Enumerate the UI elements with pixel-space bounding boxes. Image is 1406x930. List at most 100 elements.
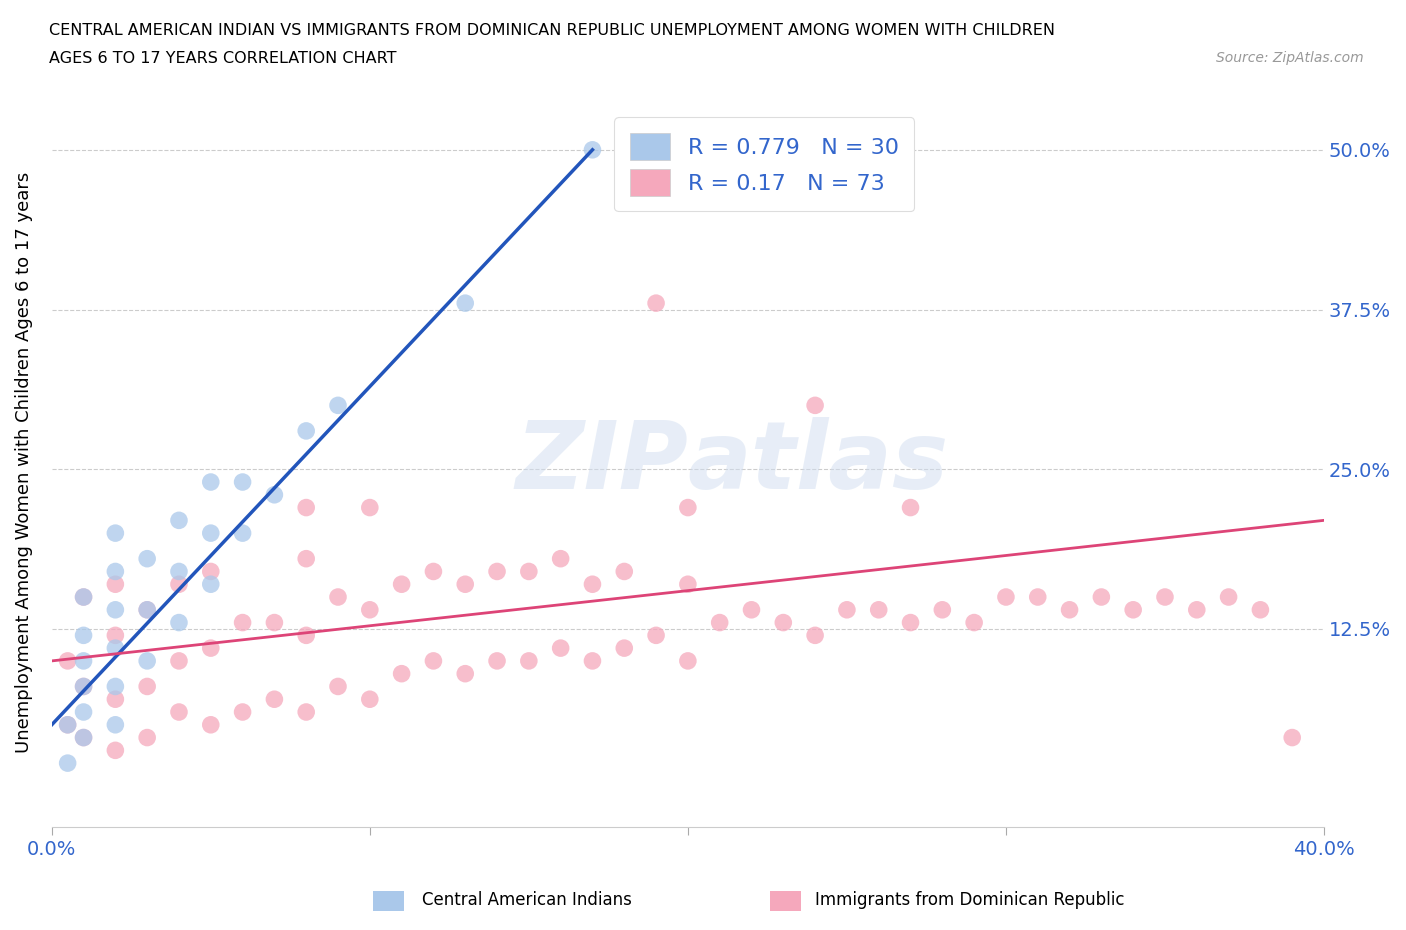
Point xyxy=(931,603,953,618)
Point xyxy=(167,513,190,528)
Point xyxy=(422,654,444,669)
Point xyxy=(517,564,540,578)
Point xyxy=(104,564,127,578)
Point xyxy=(136,730,159,745)
Point xyxy=(1026,590,1049,604)
Point xyxy=(517,654,540,669)
Point xyxy=(772,615,794,630)
Point xyxy=(104,717,127,732)
Point xyxy=(454,296,477,311)
Point xyxy=(232,474,254,489)
Point xyxy=(359,500,381,515)
Point xyxy=(613,641,636,656)
Text: ZIP: ZIP xyxy=(515,417,688,509)
Y-axis label: Unemployment Among Women with Children Ages 6 to 17 years: Unemployment Among Women with Children A… xyxy=(15,172,32,753)
Point xyxy=(835,603,858,618)
Point xyxy=(454,577,477,591)
Point xyxy=(359,692,381,707)
Point xyxy=(900,500,922,515)
Point xyxy=(72,679,94,694)
Point xyxy=(104,641,127,656)
Point xyxy=(581,654,603,669)
Point xyxy=(295,551,318,566)
Text: Immigrants from Dominican Republic: Immigrants from Dominican Republic xyxy=(815,891,1125,910)
Point xyxy=(56,756,79,771)
Point xyxy=(167,654,190,669)
Point xyxy=(740,603,762,618)
Point xyxy=(104,692,127,707)
Point xyxy=(804,628,827,643)
Point xyxy=(1122,603,1144,618)
Point xyxy=(1185,603,1208,618)
Point xyxy=(72,590,94,604)
Point xyxy=(104,743,127,758)
Point xyxy=(676,577,699,591)
Point xyxy=(1090,590,1112,604)
Point xyxy=(963,615,986,630)
Point xyxy=(581,577,603,591)
Point xyxy=(454,666,477,681)
Point xyxy=(167,564,190,578)
Point xyxy=(645,296,668,311)
Point xyxy=(422,564,444,578)
Point xyxy=(72,730,94,745)
Point xyxy=(1218,590,1240,604)
Point xyxy=(56,654,79,669)
Point xyxy=(232,705,254,720)
Point xyxy=(72,705,94,720)
Point xyxy=(676,654,699,669)
Point xyxy=(868,603,890,618)
Text: Source: ZipAtlas.com: Source: ZipAtlas.com xyxy=(1216,51,1364,65)
Point xyxy=(263,692,285,707)
Point xyxy=(136,551,159,566)
Point xyxy=(104,525,127,540)
Text: Central American Indians: Central American Indians xyxy=(422,891,631,910)
Point xyxy=(804,398,827,413)
Legend: R = 0.779   N = 30, R = 0.17   N = 73: R = 0.779 N = 30, R = 0.17 N = 73 xyxy=(614,117,914,211)
Point xyxy=(295,705,318,720)
Point xyxy=(1059,603,1081,618)
Point xyxy=(295,500,318,515)
Point xyxy=(326,679,349,694)
Point xyxy=(391,666,413,681)
Point xyxy=(200,564,222,578)
Point xyxy=(1281,730,1303,745)
Point xyxy=(232,615,254,630)
Point xyxy=(136,603,159,618)
Point xyxy=(167,705,190,720)
Point xyxy=(200,525,222,540)
Point xyxy=(263,615,285,630)
Point xyxy=(167,615,190,630)
Point xyxy=(56,717,79,732)
Text: CENTRAL AMERICAN INDIAN VS IMMIGRANTS FROM DOMINICAN REPUBLIC UNEMPLOYMENT AMONG: CENTRAL AMERICAN INDIAN VS IMMIGRANTS FR… xyxy=(49,23,1056,38)
Point xyxy=(263,487,285,502)
Point xyxy=(136,679,159,694)
Point xyxy=(136,603,159,618)
Point xyxy=(326,590,349,604)
Point xyxy=(613,564,636,578)
Point xyxy=(200,717,222,732)
Point xyxy=(581,142,603,157)
Point xyxy=(200,577,222,591)
Point xyxy=(486,564,509,578)
Point xyxy=(72,654,94,669)
Point xyxy=(72,679,94,694)
Point xyxy=(104,628,127,643)
Point xyxy=(676,500,699,515)
Point xyxy=(104,603,127,618)
Point xyxy=(709,615,731,630)
Point xyxy=(391,577,413,591)
Point xyxy=(56,717,79,732)
Point xyxy=(900,615,922,630)
Point xyxy=(104,577,127,591)
Point xyxy=(359,603,381,618)
Point xyxy=(550,641,572,656)
Point xyxy=(550,551,572,566)
Point xyxy=(136,654,159,669)
Text: AGES 6 TO 17 YEARS CORRELATION CHART: AGES 6 TO 17 YEARS CORRELATION CHART xyxy=(49,51,396,66)
Point xyxy=(295,423,318,438)
Point xyxy=(232,525,254,540)
Point xyxy=(645,628,668,643)
Point xyxy=(167,577,190,591)
Point xyxy=(200,474,222,489)
